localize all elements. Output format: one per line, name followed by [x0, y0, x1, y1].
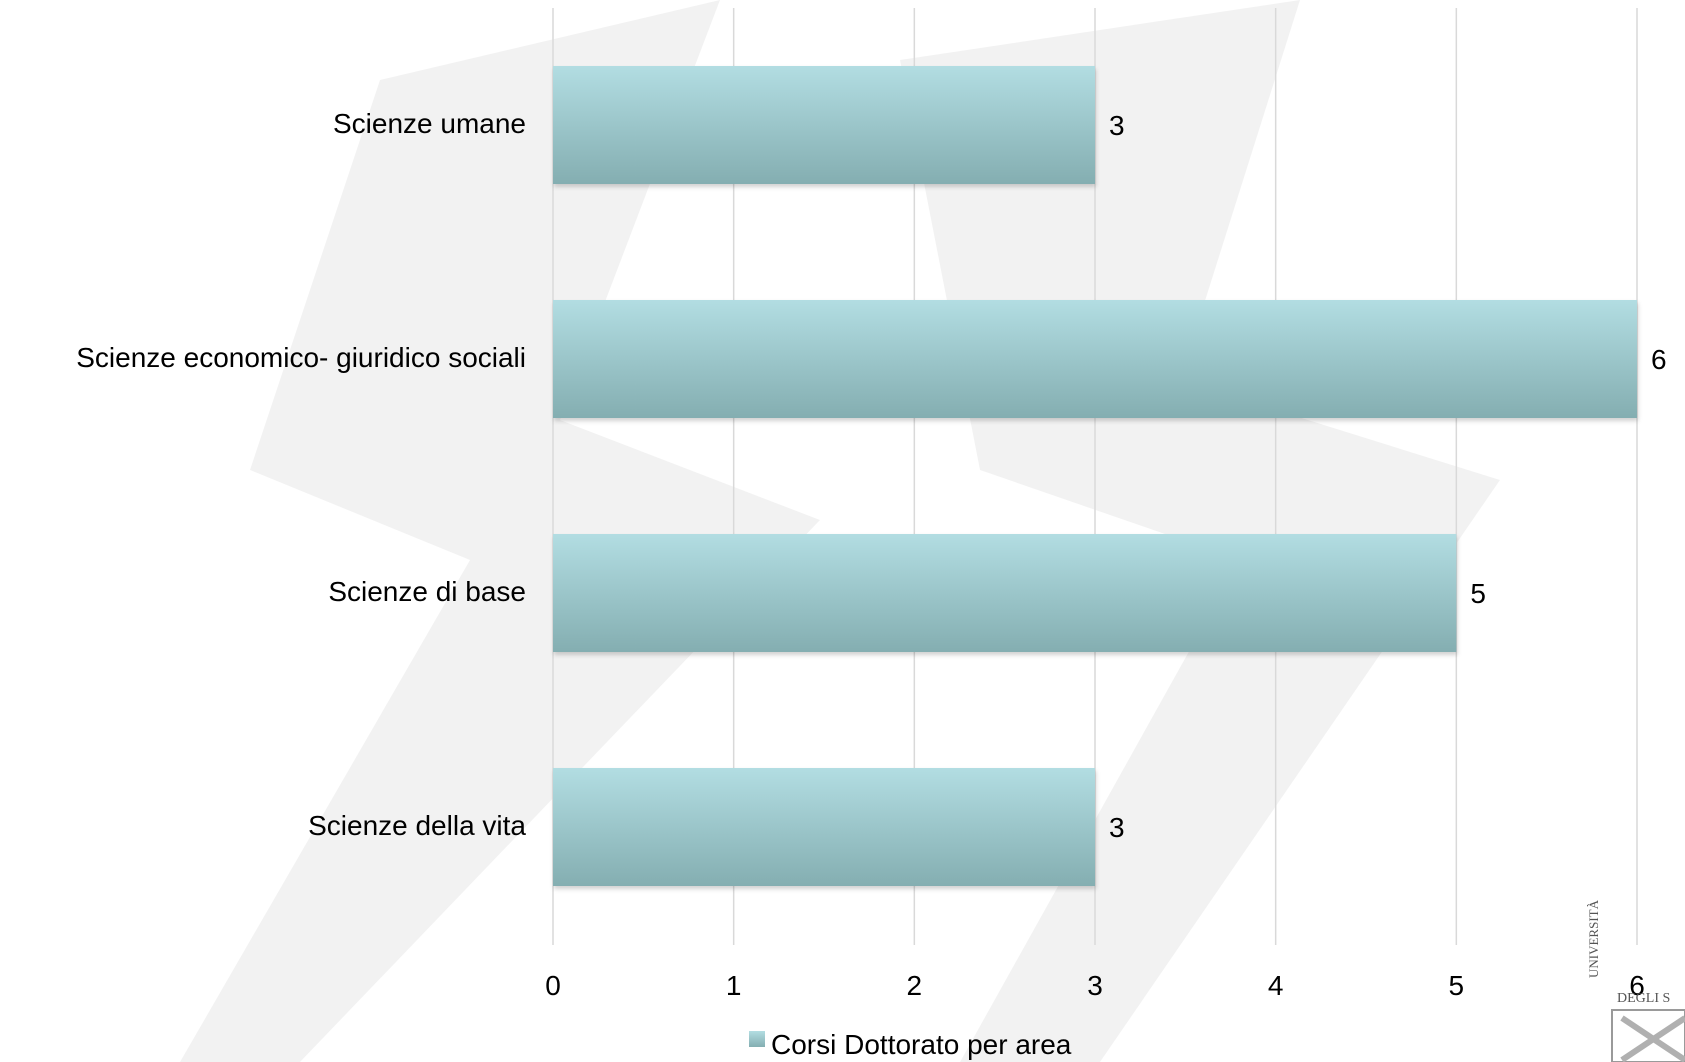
legend-swatch: [749, 1031, 765, 1047]
x-tick-label: 5: [1449, 970, 1465, 1001]
x-tick-label: 3: [1087, 970, 1103, 1001]
x-tick-label: 2: [907, 970, 923, 1001]
bars: [553, 66, 1637, 886]
category-label: Scienze della vita: [308, 810, 526, 841]
legend: Corsi Dottorato per area: [749, 1029, 1072, 1060]
data-label: 3: [1109, 110, 1125, 141]
x-tick-label: 0: [545, 970, 561, 1001]
x-tick-label: 4: [1268, 970, 1284, 1001]
svg-text:UNIVERSITÀ: UNIVERSITÀ: [1586, 899, 1601, 978]
category-label: Scienze umane: [333, 108, 526, 139]
data-label: 6: [1651, 344, 1667, 375]
bar: [553, 534, 1457, 652]
data-labels: 3 6 5 3: [1109, 110, 1667, 843]
x-axis-ticks: 0 1 2 3 4 5 6: [545, 970, 1645, 1001]
x-tick-label: 6: [1629, 970, 1645, 1001]
category-label: Scienze economico- giuridico sociali: [76, 342, 526, 373]
bar: [553, 300, 1637, 418]
x-tick-label: 1: [726, 970, 742, 1001]
category-labels: Scienze umane Scienze economico- giuridic…: [76, 108, 526, 841]
bar: [553, 768, 1095, 886]
bar: [553, 66, 1095, 184]
data-label: 3: [1109, 812, 1125, 843]
svg-text:DEGLI S: DEGLI S: [1617, 991, 1670, 1006]
category-label: Scienze di base: [328, 576, 526, 607]
legend-label: Corsi Dottorato per area: [771, 1029, 1072, 1060]
background-watermark: [180, 0, 1500, 1062]
university-logo: UNIVERSITÀ DEGLI S: [1586, 899, 1685, 1062]
data-label: 5: [1470, 578, 1486, 609]
